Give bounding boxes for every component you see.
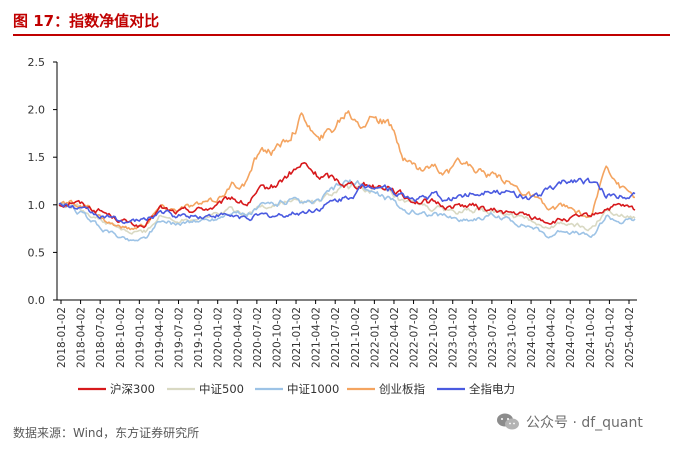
x-tick-label: 2024-10-02 bbox=[585, 307, 597, 368]
legend-label: 沪深300 bbox=[110, 382, 155, 396]
legend-label: 中证1000 bbox=[287, 382, 339, 396]
x-tick-label: 2023-01-02 bbox=[448, 307, 460, 368]
y-tick-label: 0.0 bbox=[28, 294, 46, 307]
legend-label: 创业板指 bbox=[379, 382, 425, 396]
title-divider bbox=[13, 34, 670, 36]
x-tick-label: 2021-07-02 bbox=[330, 307, 342, 368]
watermark-text: 公众号 · df_quant bbox=[526, 415, 643, 431]
chart-title: 图 17：指数净值对比 bbox=[13, 12, 160, 30]
x-tick-label: 2020-01-02 bbox=[213, 307, 225, 368]
source-note: 数据来源：Wind，东方证券研究所 bbox=[13, 426, 200, 440]
y-tick-label: 1.0 bbox=[28, 199, 46, 212]
x-tick-label: 2018-10-02 bbox=[115, 307, 127, 368]
x-tick-label: 2022-04-02 bbox=[389, 307, 401, 368]
x-tick-label: 2018-07-02 bbox=[95, 307, 107, 368]
x-tick-label: 2023-10-02 bbox=[506, 307, 518, 368]
x-tick-label: 2019-04-02 bbox=[154, 307, 166, 368]
y-tick-label: 0.5 bbox=[28, 246, 46, 259]
x-tick-label: 2023-04-02 bbox=[467, 307, 479, 368]
x-tick-label: 2021-01-02 bbox=[291, 307, 303, 368]
x-tick-label: 2025-04-02 bbox=[624, 307, 636, 368]
legend-label: 中证500 bbox=[199, 382, 244, 396]
chart-axes: 0.0 0.5 1.0 1.5 2.0 2.5 2018-01-02 2018-04-02 20… bbox=[28, 56, 637, 368]
x-tick-label: 2021-10-02 bbox=[350, 307, 362, 368]
x-tick-label: 2022-01-02 bbox=[369, 307, 381, 368]
x-tick-label: 2020-04-02 bbox=[232, 307, 244, 368]
x-tick-label: 2024-04-02 bbox=[546, 307, 558, 368]
x-tick-label: 2022-07-02 bbox=[409, 307, 421, 368]
x-tick-label: 2021-04-02 bbox=[311, 307, 323, 368]
x-tick-label: 2018-04-02 bbox=[76, 307, 88, 368]
series-line bbox=[58, 110, 635, 231]
series-line bbox=[58, 177, 636, 225]
x-tick-label: 2020-07-02 bbox=[252, 307, 264, 368]
x-tick-label: 2025-01-02 bbox=[604, 307, 616, 368]
x-tick-label: 2019-10-02 bbox=[193, 307, 205, 368]
series-line bbox=[58, 179, 636, 242]
series-line bbox=[58, 162, 636, 229]
x-tick-label: 2018-01-02 bbox=[56, 307, 68, 368]
y-tick-label: 1.5 bbox=[28, 151, 46, 164]
line-chart: 0.0 0.5 1.0 1.5 2.0 2.5 2018-01-02 2018-04-02 20… bbox=[28, 56, 637, 396]
x-tick-label: 2024-01-02 bbox=[526, 307, 538, 368]
x-tick-label: 2024-07-02 bbox=[565, 307, 577, 368]
x-tick-label: 2023-07-02 bbox=[487, 307, 499, 368]
wechat-icon bbox=[497, 413, 519, 430]
x-tick-label: 2020-10-02 bbox=[271, 307, 283, 368]
y-tick-label: 2.5 bbox=[28, 56, 46, 69]
x-tick-label: 2019-07-02 bbox=[174, 307, 186, 368]
chart-legend: 沪深300 中证500 中证1000 创业板指 全指电力 bbox=[78, 382, 515, 396]
x-tick-label: 2022-10-02 bbox=[428, 307, 440, 368]
y-tick-label: 2.0 bbox=[28, 104, 46, 117]
chart-series bbox=[58, 110, 636, 242]
x-tick-label: 2019-01-02 bbox=[134, 307, 146, 368]
legend-label: 全指电力 bbox=[469, 382, 515, 396]
watermark: 公众号 · df_quant bbox=[496, 412, 643, 432]
